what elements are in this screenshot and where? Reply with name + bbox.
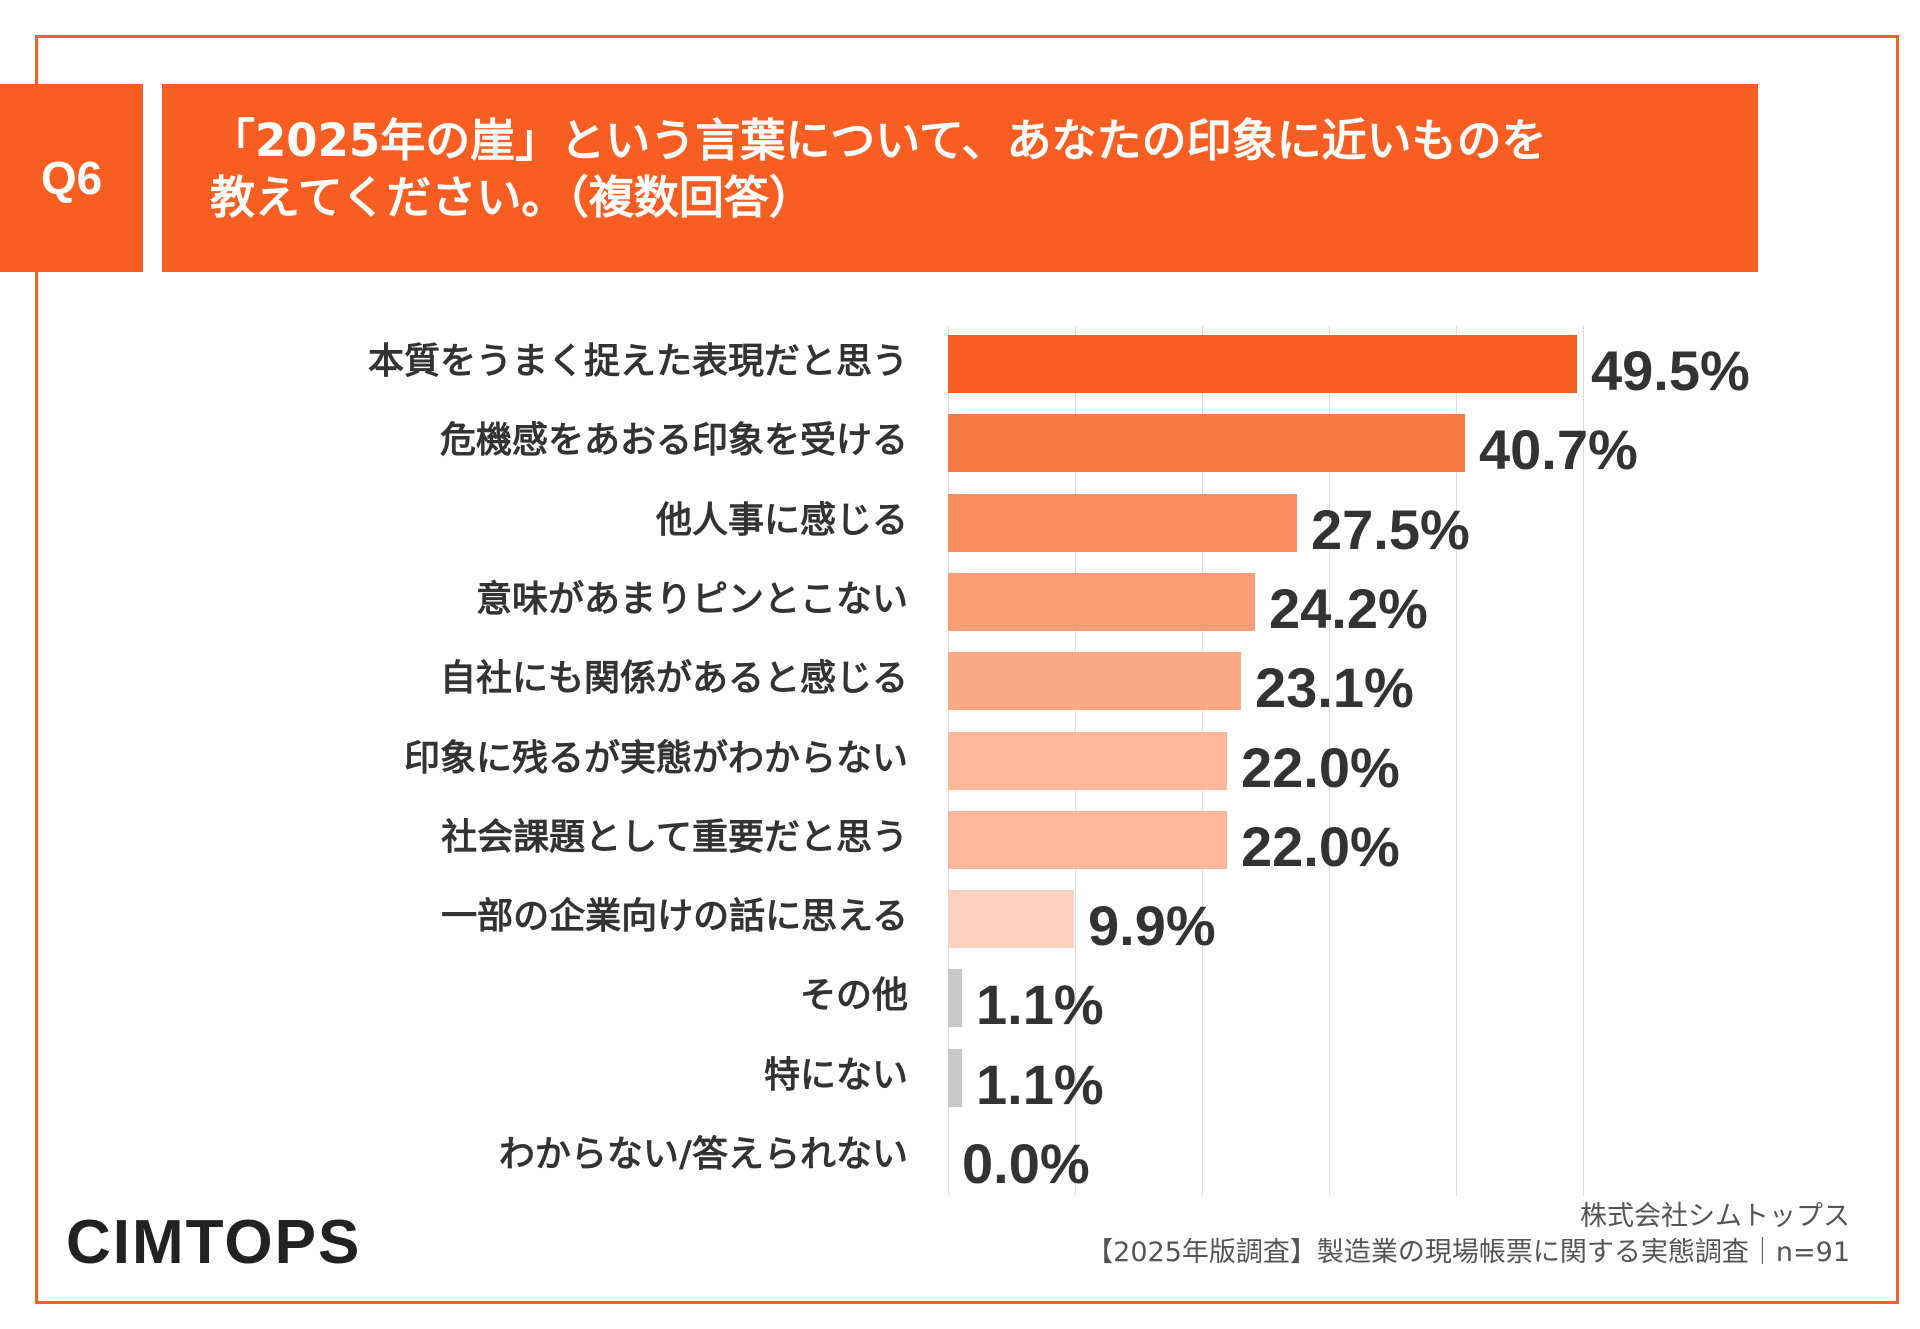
chart-frame [35,35,1899,1304]
bar [948,1049,962,1107]
bar [948,890,1074,948]
logo-text: CIMTOPS [66,1208,362,1277]
category-label: 自社にも関係があると感じる [439,658,908,699]
value-label: 23.1% [1255,656,1414,719]
bar [948,811,1227,869]
category-label: 特にない [763,1055,908,1096]
value-label: 1.1% [976,973,1104,1036]
value-label: 24.2% [1269,577,1428,640]
bar [948,652,1241,710]
value-label: 22.0% [1241,815,1400,878]
category-label: 本質をうまく捉えた表現だと思う [367,341,908,382]
category-label: 社会課題として重要だと思う [441,817,908,858]
question-text-line-1: 「2025年の崖」という言葉について、あなたの印象に近いものを [210,114,1547,167]
gridline [1456,326,1457,1196]
value-label: 49.5% [1591,339,1750,402]
bar [948,414,1465,472]
category-label: 印象に残るが実態がわからない [403,738,908,779]
bar [948,573,1255,631]
category-label: 意味があまりピンとこない [475,579,908,620]
category-label: 他人事に感じる [655,500,908,541]
value-label: 9.9% [1088,894,1216,957]
credit-company: 株式会社シムトップス [1580,1201,1850,1232]
bar [948,969,962,1027]
category-label: その他 [799,975,908,1016]
bar [948,732,1227,790]
category-label: 一部の企業向けの話に思える [441,896,908,937]
value-label: 0.0% [962,1132,1090,1195]
value-label: 1.1% [976,1053,1104,1116]
question-banner: 「2025年の崖」という言葉について、あなたの印象に近いものを 教えてください。… [162,84,1758,272]
gridline [1583,326,1584,1196]
value-label: 40.7% [1479,418,1638,481]
question-text-line-2: 教えてください。（複数回答） [210,171,814,224]
question-number-badge: Q6 [0,84,143,272]
credit-survey: 【2025年版調査】製造業の現場帳票に関する実態調査｜n=91 [1086,1237,1850,1268]
bar [948,335,1577,393]
category-label: 危機感をあおる印象を受ける [439,420,908,461]
category-label: わからない/答えられない [498,1134,908,1175]
value-label: 22.0% [1241,736,1400,799]
bar [948,494,1297,552]
value-label: 27.5% [1311,498,1470,561]
gridline [1329,326,1330,1196]
cimtops-logo: CIMTOPS [66,1210,361,1276]
